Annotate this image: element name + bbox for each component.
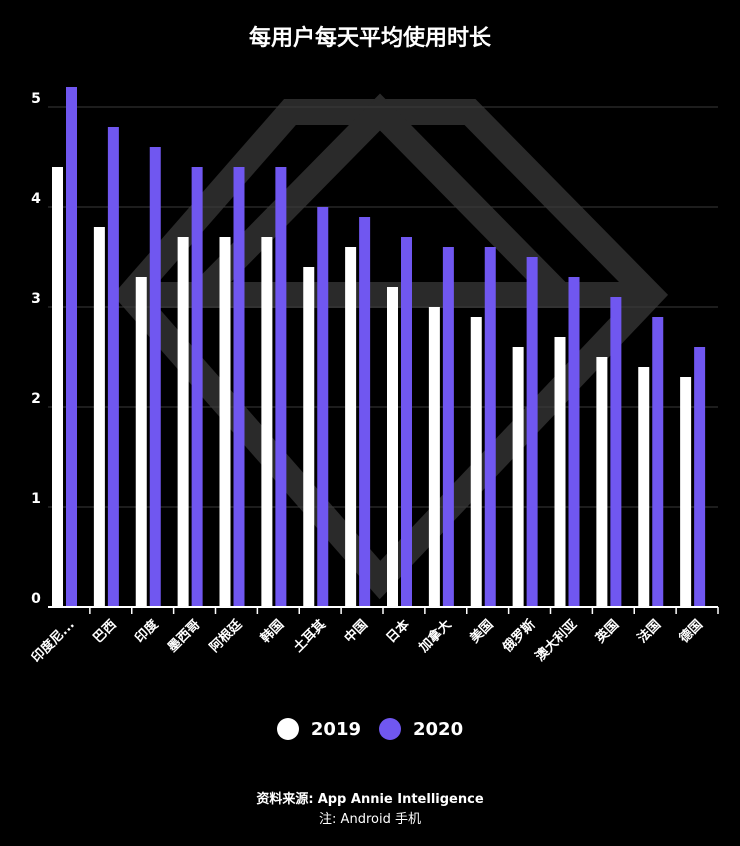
x-tick-label: 美国 — [467, 617, 497, 647]
bar-2020[interactable] — [442, 247, 454, 607]
y-tick-label: 1 — [31, 491, 41, 507]
bar-2020[interactable] — [652, 317, 664, 607]
bar-2019[interactable] — [303, 267, 315, 607]
x-tick-label: 印度尼... — [28, 617, 77, 666]
bar-2020[interactable] — [401, 237, 412, 607]
bar-2019[interactable] — [554, 337, 566, 607]
source-label: 资料来源: — [256, 792, 314, 807]
bar-2019[interactable] — [387, 287, 398, 607]
bar-2020[interactable] — [526, 257, 538, 607]
bar-2019[interactable] — [512, 347, 524, 607]
y-tick-label: 0 — [31, 591, 41, 607]
source-value: App Annie Intelligence — [317, 792, 484, 807]
chart-legend: 2019 2020 — [0, 718, 740, 740]
y-tick-label: 3 — [31, 291, 41, 307]
x-tick-label: 澳大利亚 — [532, 617, 580, 665]
x-tick-label: 法国 — [634, 617, 664, 647]
bar-2019[interactable] — [680, 377, 692, 607]
legend-swatch-2019 — [276, 718, 299, 740]
y-tick-label: 4 — [31, 191, 41, 207]
bar-2020[interactable] — [233, 167, 245, 607]
x-tick-label: 中国 — [341, 617, 371, 647]
x-tick-label: 巴西 — [91, 617, 120, 646]
bar-2019[interactable] — [596, 357, 608, 607]
bar-2020[interactable] — [107, 127, 119, 607]
x-tick-label: 阿根廷 — [206, 616, 246, 656]
bar-2019[interactable] — [93, 227, 105, 607]
source-note: 资料来源: App Annie Intelligence 注: Android … — [0, 790, 740, 830]
bar-2020[interactable] — [317, 207, 329, 607]
x-tick-label: 俄罗斯 — [499, 617, 539, 657]
bar-2020[interactable] — [275, 167, 287, 607]
platform-note: 注: Android 手机 — [319, 812, 421, 827]
bar-2019[interactable] — [428, 307, 440, 607]
bar-2020[interactable] — [66, 87, 77, 607]
bar-2019[interactable] — [261, 237, 273, 607]
x-tick-label: 印度 — [132, 616, 162, 646]
bar-2019[interactable] — [177, 237, 189, 607]
x-tick-label: 加拿大 — [415, 617, 455, 657]
bar-2020[interactable] — [484, 247, 496, 607]
x-tick-label: 墨西哥 — [164, 617, 203, 656]
bar-2019[interactable] — [219, 237, 231, 607]
x-tick-label: 韩国 — [257, 617, 287, 647]
legend-label-2019: 2019 — [310, 718, 361, 740]
x-tick-label: 日本 — [383, 617, 413, 647]
bar-2019[interactable] — [135, 277, 147, 607]
bar-2020[interactable] — [191, 167, 203, 607]
bar-2020[interactable] — [149, 147, 161, 607]
bar-2020[interactable] — [359, 217, 371, 607]
bar-2019[interactable] — [345, 247, 357, 607]
bar-2020[interactable] — [694, 347, 706, 607]
legend-item-2020[interactable]: 2020 — [379, 718, 463, 740]
bar-2020[interactable] — [568, 277, 580, 607]
legend-item-2019[interactable]: 2019 — [276, 718, 361, 740]
bar-2019[interactable] — [470, 317, 482, 607]
chart-title: 每用户每天平均使用时长 — [248, 26, 491, 51]
x-tick-label: 德国 — [676, 617, 706, 647]
x-tick-label: 土耳其 — [290, 617, 329, 656]
y-tick-label: 2 — [31, 391, 41, 407]
bar-2020[interactable] — [610, 297, 622, 607]
bar-2019[interactable] — [52, 167, 63, 607]
y-tick-label: 5 — [31, 91, 41, 107]
legend-swatch-2020 — [379, 718, 401, 740]
bar-2019[interactable] — [638, 367, 650, 607]
legend-label-2020: 2020 — [413, 718, 464, 740]
x-tick-label: 英国 — [592, 617, 622, 647]
